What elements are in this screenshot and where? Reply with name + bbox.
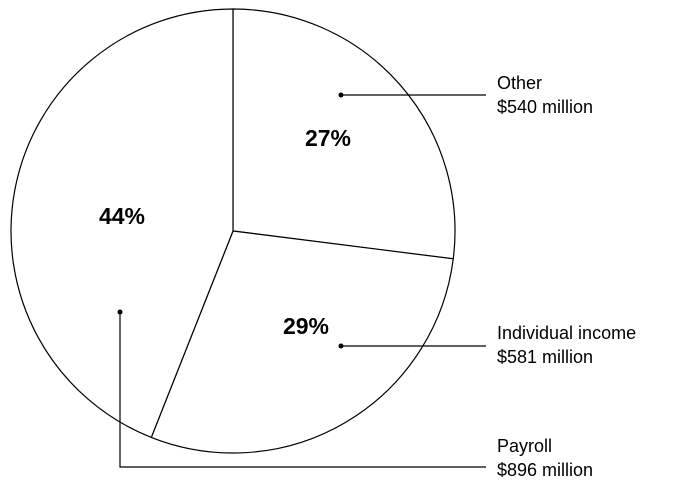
amount-label: $896 million [497,460,593,480]
value-label: 44% [99,203,145,229]
leader-lines [117,92,486,468]
leader-line [119,312,486,468]
pie-slice [232,8,456,260]
pie-slice [10,8,234,439]
amount-label: $581 million [497,347,593,367]
value-label: 27% [305,125,351,151]
amount-label: $540 million [497,97,593,117]
value-label: 29% [283,313,329,339]
pie-slice [150,230,454,454]
category-label: Individual income [497,323,636,343]
category-label: Other [497,73,542,93]
category-label: Payroll [497,436,552,456]
